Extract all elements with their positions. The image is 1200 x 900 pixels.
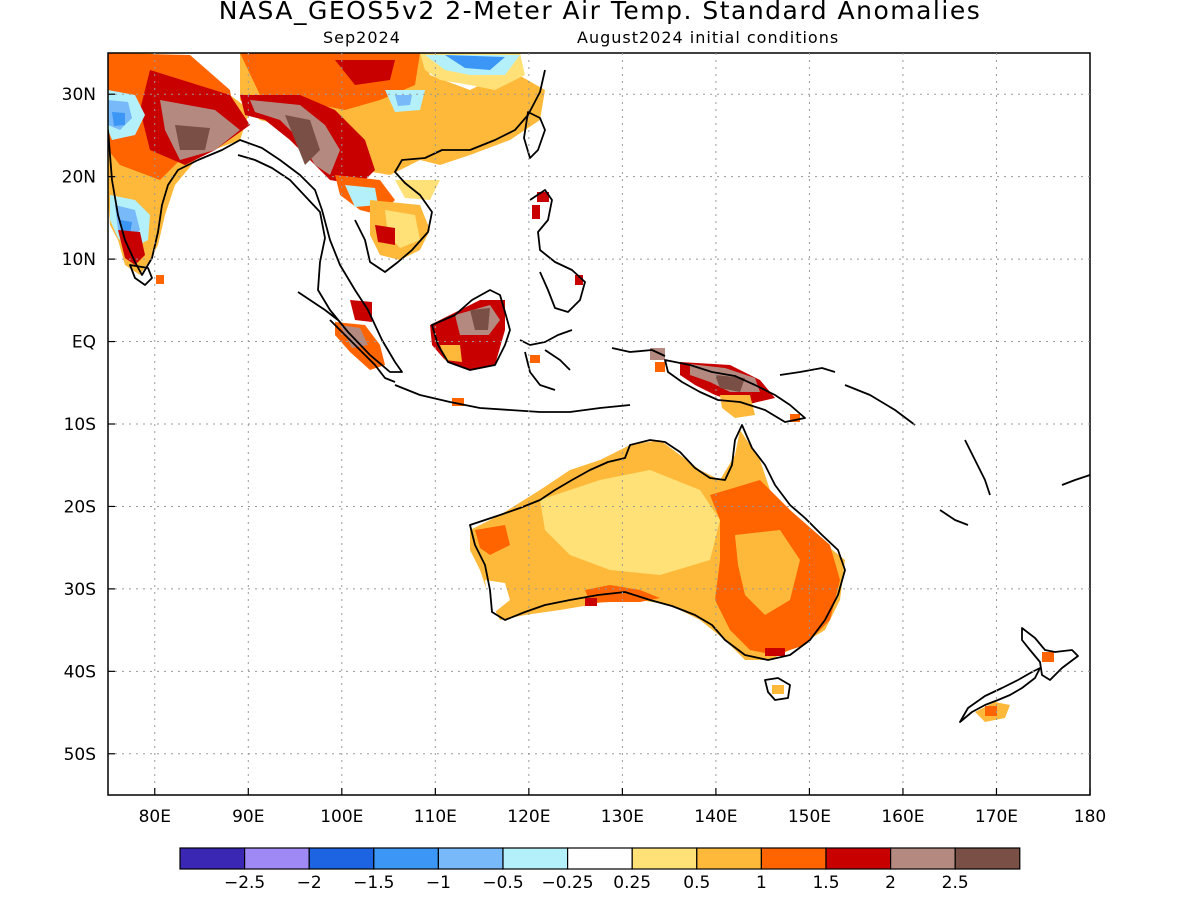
- colorbar-swatch: [373, 847, 439, 870]
- colorbar-label: −2: [297, 873, 322, 893]
- new-zealand-anomaly-patch: [975, 652, 1054, 722]
- colorbar-swatch: [631, 847, 698, 870]
- x-tick-label: 130E: [601, 807, 644, 827]
- x-tick-label: 110E: [414, 807, 457, 827]
- x-tick-label: 150E: [788, 807, 831, 827]
- graticule: [108, 53, 1090, 795]
- longitude-ticks: 80E 90E 100E 110E 120E 130E 140E 150E 160E 170E 18…: [139, 788, 1106, 827]
- y-tick-label: 40S: [64, 662, 96, 682]
- latitude-ticks: 30N 20N 10N EQ 10S 20S 30S 40S 50S: [62, 85, 115, 765]
- colorbar-label: −1: [426, 873, 451, 893]
- east-asia-anomaly-patch: [240, 53, 583, 285]
- australia-anomaly-patch: [470, 430, 845, 694]
- colorbar-swatch: [696, 847, 762, 870]
- coastlines: [108, 69, 1090, 723]
- colorbar-label: 2: [885, 873, 896, 893]
- x-tick-label: 180: [1074, 807, 1106, 827]
- x-tick-label: 170E: [975, 807, 1018, 827]
- colorbar-label: −0.25: [542, 873, 594, 893]
- x-tick-label: 140E: [694, 807, 737, 827]
- y-tick-label: 10S: [64, 415, 96, 435]
- map-title: NASA_GEOS5v2 2-Meter Air Temp. Standard …: [218, 0, 982, 25]
- colorbar-swatch: [889, 847, 956, 870]
- colorbar-swatch: [566, 847, 633, 870]
- colorbar-label: −0.5: [482, 873, 523, 893]
- colorbar-label: 2.5: [942, 873, 969, 893]
- y-tick-label: 20N: [62, 168, 96, 188]
- y-tick-label: 30S: [64, 580, 96, 600]
- colorbar-swatch: [437, 847, 504, 870]
- y-tick-label: EQ: [72, 333, 96, 353]
- x-tick-label: 100E: [320, 807, 363, 827]
- initial-conditions-label: August2024 initial conditions: [577, 28, 840, 47]
- anomaly-field: [108, 53, 1054, 722]
- colorbar-swatch: [179, 847, 246, 870]
- colorbar-swatch: [954, 847, 1021, 870]
- india-anomaly-patch: [108, 53, 250, 284]
- y-tick-label: 20S: [64, 497, 96, 517]
- maritime-continent-anomaly-patch: [335, 300, 800, 422]
- colorbar-swatch: [308, 847, 375, 870]
- colorbar-label: −2.5: [224, 873, 265, 893]
- y-tick-label: 50S: [64, 745, 96, 765]
- colorbar-swatch: [760, 847, 827, 870]
- colorbar-swatch: [825, 847, 892, 870]
- colorbar-swatch: [502, 847, 569, 870]
- x-tick-label: 90E: [232, 807, 264, 827]
- x-tick-label: 120E: [507, 807, 550, 827]
- x-tick-label: 80E: [139, 807, 171, 827]
- colorbar-swatch: [244, 847, 310, 870]
- forecast-month: Sep2024: [323, 28, 401, 47]
- x-tick-label: 160E: [881, 807, 924, 827]
- y-tick-label: 10N: [62, 250, 96, 270]
- colorbar-label: 1: [756, 873, 767, 893]
- colorbar-label: −1.5: [353, 873, 394, 893]
- colorbar-label: 0.25: [613, 873, 651, 893]
- colorbar-label: 1.5: [812, 873, 839, 893]
- colorbar-label: 0.5: [683, 873, 710, 893]
- colorbar: −2.5 −2 −1.5 −1 −0.5 −0.25 0.25 0.5 1 1.5 2 2.5: [179, 847, 1021, 893]
- y-tick-label: 30N: [62, 85, 96, 105]
